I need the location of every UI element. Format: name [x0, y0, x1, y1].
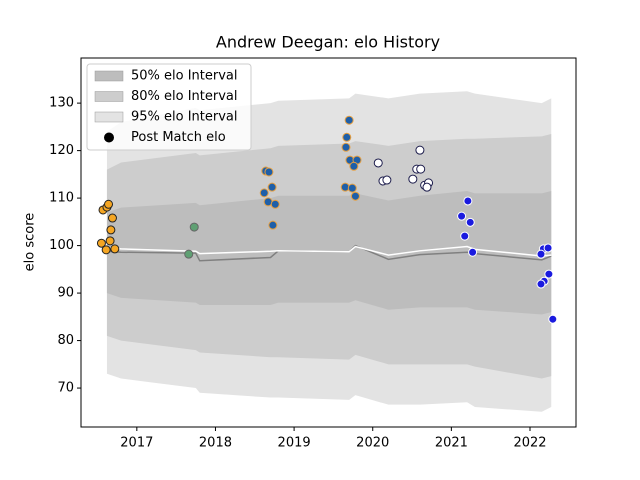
match-point: [101, 245, 111, 255]
match-point: [416, 164, 426, 174]
y-tick-label: 90: [57, 286, 74, 301]
legend-label: 50% elo Interval: [131, 69, 238, 84]
match-point: [460, 231, 470, 241]
legend-label: 95% elo Interval: [131, 110, 238, 125]
match-point: [264, 167, 274, 177]
match-point: [422, 182, 432, 192]
y-tick-label: 110: [49, 191, 74, 206]
x-tick-label: 2019: [278, 436, 311, 451]
x-tick-label: 2017: [120, 436, 153, 451]
y-tick-label: 70: [57, 381, 74, 396]
match-point: [268, 220, 278, 230]
interval-band: [106, 190, 552, 315]
match-point: [267, 182, 277, 192]
match-point: [415, 145, 425, 155]
legend-swatch: [94, 91, 124, 102]
y-tick-label: 120: [49, 143, 74, 158]
match-point: [373, 158, 383, 168]
match-point: [350, 191, 360, 201]
legend-label: 80% elo Interval: [131, 89, 238, 104]
legend-label: Post Match elo: [131, 130, 226, 145]
match-point: [110, 244, 120, 254]
match-point: [189, 222, 199, 232]
match-point: [106, 225, 116, 235]
match-point: [544, 269, 554, 279]
legend-swatch: [94, 70, 124, 82]
plot-frame: [80, 57, 577, 428]
y-tick-label: 130: [49, 96, 74, 111]
x-tick-label: 2022: [513, 436, 546, 451]
match-point: [342, 132, 352, 142]
match-point: [543, 243, 553, 253]
match-point: [457, 211, 467, 221]
match-point: [104, 199, 114, 209]
x-tick-label: 2018: [199, 436, 232, 451]
match-point: [270, 199, 280, 209]
legend-box: [86, 63, 252, 151]
match-point: [341, 142, 351, 152]
match-point: [184, 249, 194, 259]
match-point: [107, 213, 117, 223]
match-point: [468, 247, 478, 257]
match-point: [548, 314, 558, 324]
match-point: [259, 188, 269, 198]
match-point: [105, 236, 115, 246]
match-point: [536, 249, 546, 259]
match-point: [344, 115, 354, 125]
y-tick-label: 100: [49, 238, 74, 253]
match-point: [536, 279, 546, 289]
y-tick-label: 80: [57, 333, 74, 348]
match-point: [465, 217, 475, 227]
legend-marker: [104, 132, 114, 143]
match-point: [96, 238, 106, 248]
y-axis-label: elo score: [23, 213, 38, 272]
legend-swatch: [94, 111, 124, 123]
match-point: [382, 175, 392, 185]
x-tick-label: 2020: [356, 436, 389, 451]
match-point: [408, 174, 418, 184]
match-point: [349, 161, 359, 171]
chart-title: Andrew Deegan: elo History: [216, 33, 440, 52]
match-point: [463, 196, 473, 206]
match-point: [347, 183, 357, 193]
x-tick-label: 2021: [435, 436, 468, 451]
